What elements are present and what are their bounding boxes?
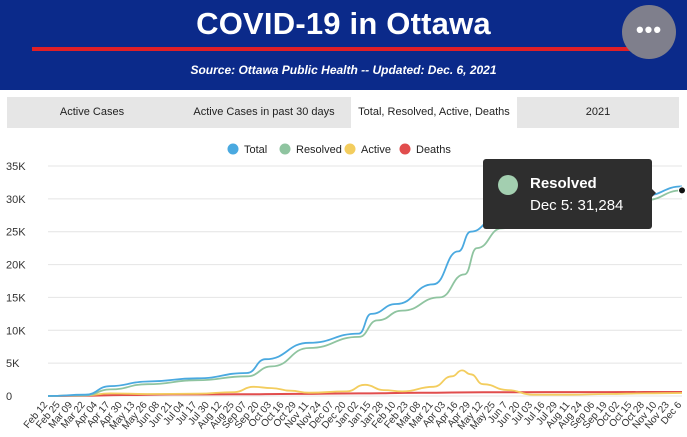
tooltip-pointer	[648, 185, 656, 201]
legend: Total Resolved Active Deaths	[227, 143, 451, 156]
legend-label: Total	[244, 144, 267, 156]
tab-active-cases[interactable]: Active Cases	[59, 106, 125, 118]
y-tick-label: 25K	[6, 227, 26, 239]
series-line-deaths	[47, 391, 683, 397]
tab-active-cases-30-days[interactable]: Active Cases in past 30 days	[193, 106, 335, 118]
y-tick-label: 20K	[6, 260, 26, 272]
tooltip-series: Resolved	[530, 175, 597, 192]
y-axis-ticks: 0 5K 10K 15K 20K 25K 30K 35K	[6, 161, 26, 403]
tab-total-resolved-active-deaths[interactable]: Total, Resolved, Active, Deaths	[351, 97, 517, 128]
legend-swatch	[279, 143, 291, 155]
tooltip-swatch	[498, 175, 518, 195]
tooltip: Resolved Dec 5: 31,284	[483, 159, 652, 229]
y-tick-label: 5K	[6, 358, 20, 370]
tooltip-value: Dec 5: 31,284	[530, 197, 624, 214]
tab-2021[interactable]: 2021	[585, 106, 611, 118]
legend-label: Resolved	[296, 144, 342, 156]
y-tick-label: 35K	[6, 161, 26, 173]
y-tick-label: 15K	[6, 292, 26, 304]
y-tick-label: 30K	[6, 194, 26, 206]
y-tick-label: 10K	[6, 325, 26, 337]
legend-swatch	[344, 143, 356, 155]
page-title: COVID-19 in Ottawa	[196, 6, 491, 41]
hover-marker	[678, 186, 686, 195]
header-banner: COVID-19 in Ottawa Source: Ottawa Public…	[0, 0, 687, 90]
grid-lines	[48, 165, 682, 397]
tab-bar: Active Cases Active Cases in past 30 day…	[7, 97, 679, 128]
legend-swatch	[227, 143, 239, 155]
legend-label: Active	[361, 144, 391, 156]
legend-swatch	[399, 143, 411, 155]
y-tick-label: 0	[6, 391, 12, 403]
title-underline	[32, 47, 640, 51]
more-horizontal-icon[interactable]: •••	[622, 5, 676, 59]
page-subtitle: Source: Ottawa Public Health -- Updated:…	[190, 63, 497, 77]
legend-label: Deaths	[416, 144, 451, 156]
series-line-active	[47, 369, 683, 397]
